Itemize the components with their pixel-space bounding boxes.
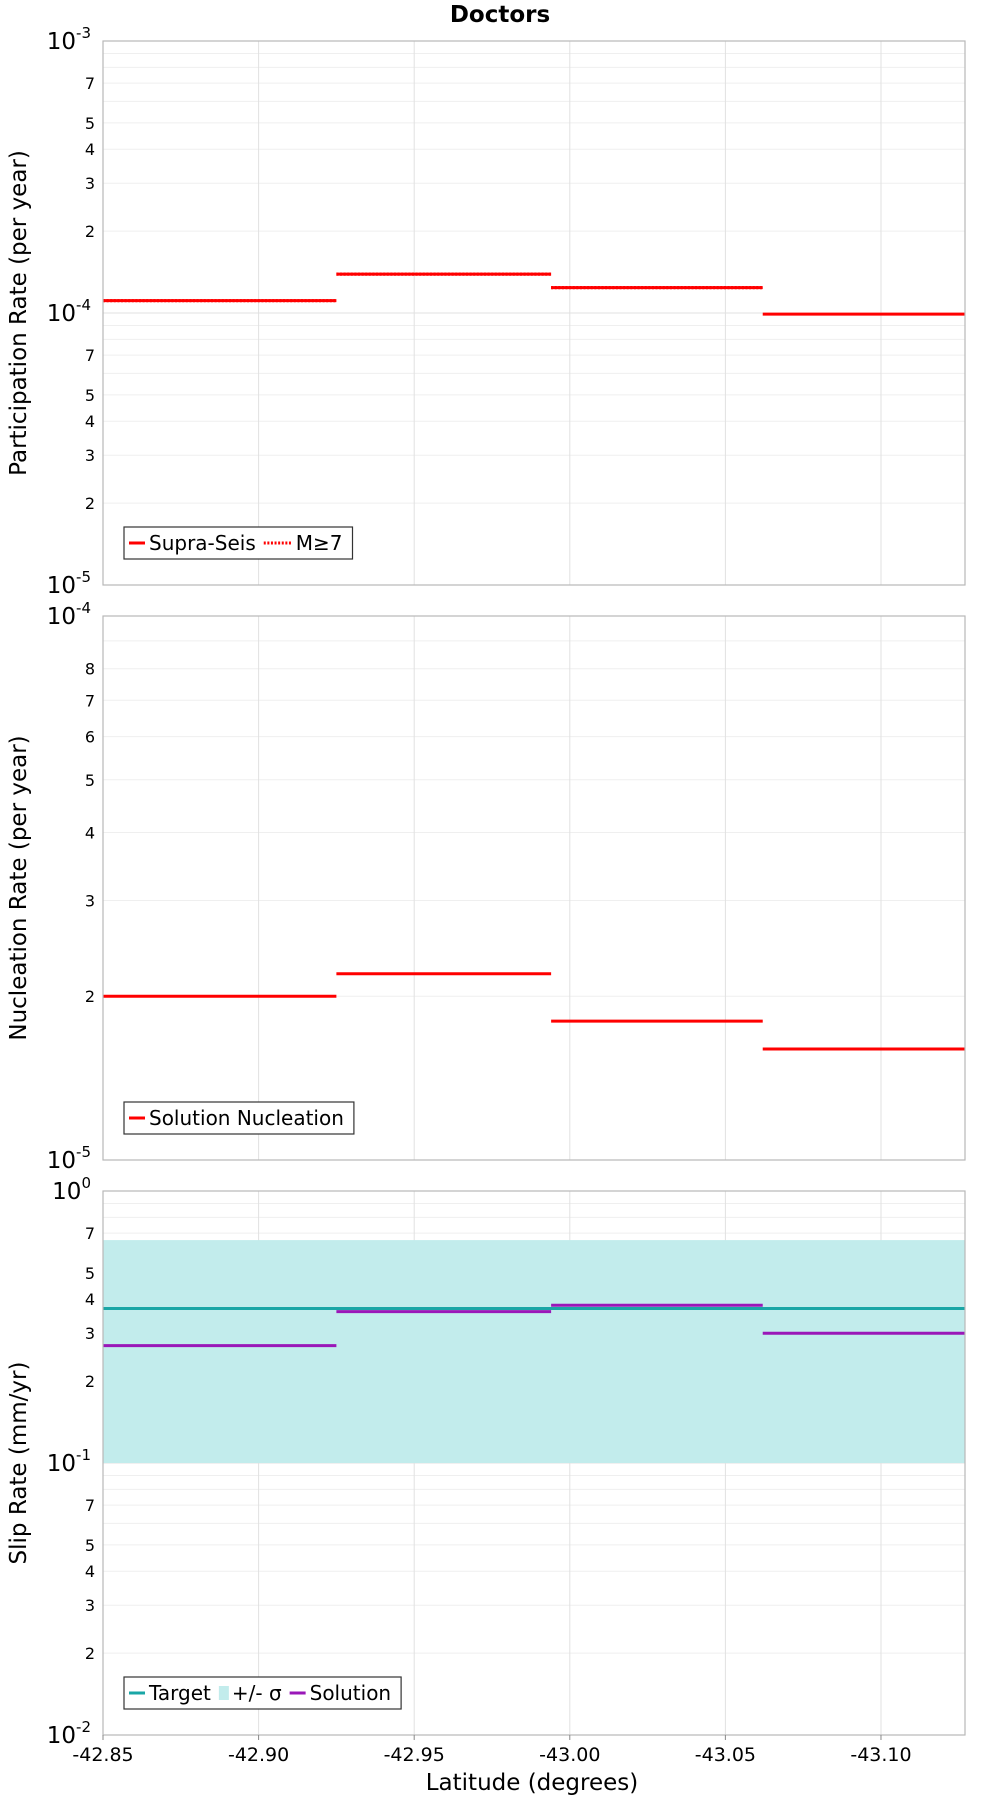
chart-title: Doctors bbox=[450, 2, 550, 28]
x-tick-label: -43.00 bbox=[539, 1744, 600, 1766]
y-tick-label: 7 bbox=[85, 691, 95, 710]
plot-frame bbox=[102, 40, 966, 586]
x-tick-label: -42.95 bbox=[384, 1744, 445, 1766]
legend-label: Solution bbox=[310, 1681, 391, 1705]
y-axis-title: Slip Rate (mm/yr) bbox=[6, 1362, 32, 1565]
y-tick-label: 7 bbox=[85, 1224, 95, 1243]
y-tick-label: 3 bbox=[85, 174, 95, 193]
y-decade-label: 10-2 bbox=[47, 1718, 91, 1749]
y-tick-label: 3 bbox=[85, 1324, 95, 1343]
y-tick-label: 2 bbox=[85, 494, 95, 513]
y-tick-label: 3 bbox=[85, 446, 95, 465]
legend: Target +/- σ Solution bbox=[123, 1676, 402, 1710]
y-tick-label: 2 bbox=[85, 1372, 95, 1391]
y-tick-label: 4 bbox=[85, 823, 95, 842]
legend-swatch bbox=[218, 1686, 229, 1700]
legend-box bbox=[123, 526, 354, 560]
x-axis-title: Latitude (degrees) bbox=[426, 1770, 639, 1796]
y-decade-label: 10-5 bbox=[47, 1143, 91, 1174]
y-tick-label: 2 bbox=[85, 222, 95, 241]
y-decade-label: 10-3 bbox=[47, 24, 91, 55]
legend: Solution Nucleation bbox=[123, 1101, 355, 1135]
panel-slip: 2 3 4 5 7 2 3 4 5 7 10-2 10-1 100 Slip Rate (mm/yr) Ta… bbox=[6, 1174, 966, 1749]
x-tick-label: -43.10 bbox=[850, 1744, 911, 1766]
legend-label: Target bbox=[148, 1681, 211, 1705]
y-tick-label: 5 bbox=[85, 771, 95, 790]
y-decade-label: 10-1 bbox=[47, 1446, 91, 1477]
y-axis-title: Participation Rate (per year) bbox=[6, 150, 32, 476]
y-tick-label: 4 bbox=[85, 1290, 95, 1309]
y-decade-label: 10-5 bbox=[47, 568, 91, 599]
legend-label: M≥7 bbox=[296, 531, 343, 555]
legend-box bbox=[123, 1676, 402, 1710]
y-decade-label: 10-4 bbox=[47, 296, 91, 327]
y-tick-label: 3 bbox=[85, 1596, 95, 1615]
y-tick-label: 8 bbox=[85, 660, 95, 679]
y-decade-label: 100 bbox=[52, 1174, 91, 1205]
x-tick-label: -42.85 bbox=[72, 1744, 133, 1766]
y-tick-label: 7 bbox=[85, 346, 95, 365]
legend-label: Supra-Seis bbox=[149, 531, 256, 555]
panel-nucleation: 2 3 4 5 6 7 8 10-5 10-4 Nucleation Rate (per year… bbox=[6, 599, 966, 1174]
y-decade-label: 10-4 bbox=[47, 599, 91, 630]
legend-box bbox=[123, 1101, 355, 1135]
panel-participation: 2 3 4 5 7 2 3 4 5 7 10-5 10-4 10-3 Participation Rate… bbox=[6, 24, 966, 599]
plot-frame bbox=[102, 1190, 966, 1736]
x-tick-label: -42.90 bbox=[228, 1744, 289, 1766]
y-tick-label: 2 bbox=[85, 987, 95, 1006]
plot-area bbox=[103, 616, 965, 1160]
y-tick-label: 2 bbox=[85, 1644, 95, 1663]
plot-frame bbox=[102, 615, 966, 1161]
y-tick-label: 6 bbox=[85, 728, 95, 747]
y-tick-label: 5 bbox=[85, 114, 95, 133]
legend-label: Solution Nucleation bbox=[149, 1106, 344, 1130]
y-tick-label: 5 bbox=[85, 1536, 95, 1555]
sigma-band bbox=[103, 1240, 965, 1463]
y-tick-label: 3 bbox=[85, 891, 95, 910]
x-tick-label: -43.05 bbox=[695, 1744, 756, 1766]
y-axis-title: Nucleation Rate (per year) bbox=[6, 735, 32, 1040]
y-tick-label: 4 bbox=[85, 1562, 95, 1581]
legend-label: +/- σ bbox=[232, 1681, 282, 1705]
y-tick-label: 7 bbox=[85, 74, 95, 93]
legend: Supra-Seis M≥7 bbox=[123, 526, 354, 560]
y-tick-label: 5 bbox=[85, 386, 95, 405]
y-tick-label: 7 bbox=[85, 1496, 95, 1515]
y-tick-label: 4 bbox=[85, 412, 95, 431]
y-tick-label: 5 bbox=[85, 1264, 95, 1283]
y-tick-label: 4 bbox=[85, 140, 95, 159]
